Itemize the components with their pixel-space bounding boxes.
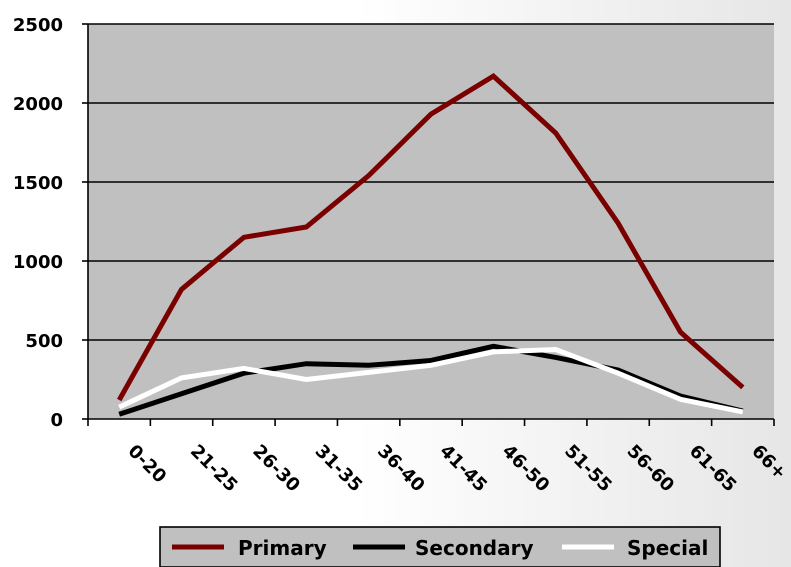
x-tick-label: 26-30 (248, 441, 304, 497)
x-tick-label: 36-40 (373, 441, 429, 497)
y-tick-label: 1000 (13, 252, 63, 273)
series-line-primary (117, 72, 745, 402)
x-tick-label: 31-35 (311, 441, 367, 497)
legend: Primary Secondary Special (159, 526, 721, 567)
legend-label-secondary: Secondary (415, 536, 534, 560)
series-line-secondary (118, 343, 744, 417)
y-tick-label: 2500 (13, 15, 63, 36)
y-tick-label: 0 (50, 410, 63, 431)
x-tick-label: 56-60 (623, 441, 679, 497)
x-tick-label: 46-50 (498, 441, 554, 497)
x-tick-label: 66+ (747, 441, 790, 484)
gridlines (88, 23, 774, 341)
legend-box (159, 526, 721, 567)
legend-label-primary: Primary (238, 536, 327, 560)
plot-area (88, 24, 774, 419)
x-tick-label: 21-25 (186, 441, 242, 497)
y-axis-tick-labels: 0 500 1000 1500 2000 2500 (13, 15, 63, 431)
x-tick-label: 51-55 (560, 441, 616, 497)
series-line-special (118, 346, 744, 415)
y-tick-label: 500 (25, 331, 63, 352)
x-tick-label: 0-20 (124, 441, 171, 488)
y-tick-label: 2000 (13, 94, 63, 115)
legend-label-special: Special (627, 536, 708, 560)
x-tick-label: 61-65 (685, 441, 741, 497)
y-tick-label: 1500 (13, 173, 63, 194)
x-tick-label: 41-45 (435, 441, 491, 497)
series-lines (117, 72, 745, 417)
